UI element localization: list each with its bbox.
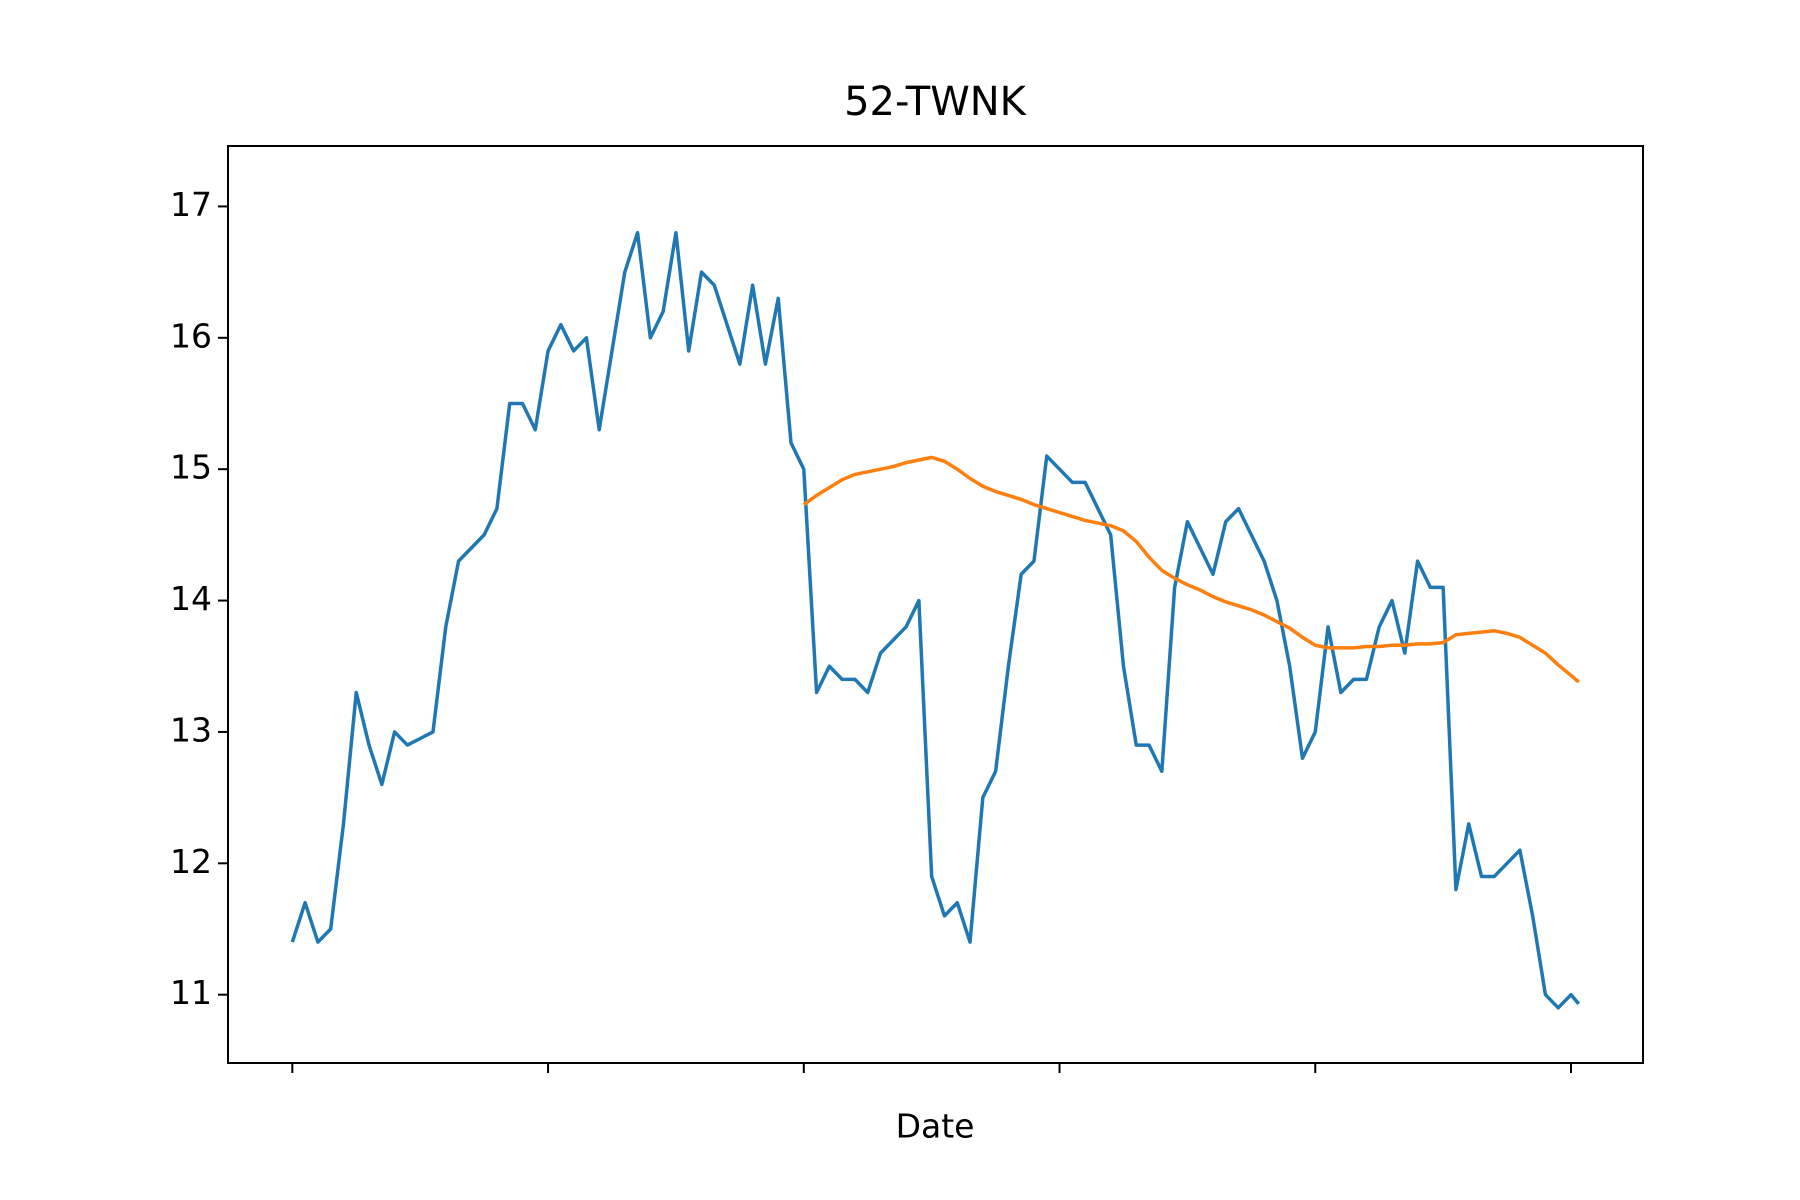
x-axis-label: Date: [896, 1107, 975, 1146]
chart-title: 52-TWNK: [844, 79, 1028, 125]
axes-frame: [227, 145, 1644, 1064]
y-tick-label: 12: [170, 842, 212, 881]
y-tick-label: 17: [170, 185, 212, 224]
y-tick-label: 11: [170, 973, 212, 1012]
y-tick-label: 13: [170, 710, 212, 749]
y-tick-label: 14: [170, 579, 212, 618]
y-tick-label: 16: [170, 316, 212, 355]
line-series: [802, 455, 1580, 684]
line-series: [290, 230, 1581, 1010]
y-tick-label: 15: [170, 448, 212, 487]
